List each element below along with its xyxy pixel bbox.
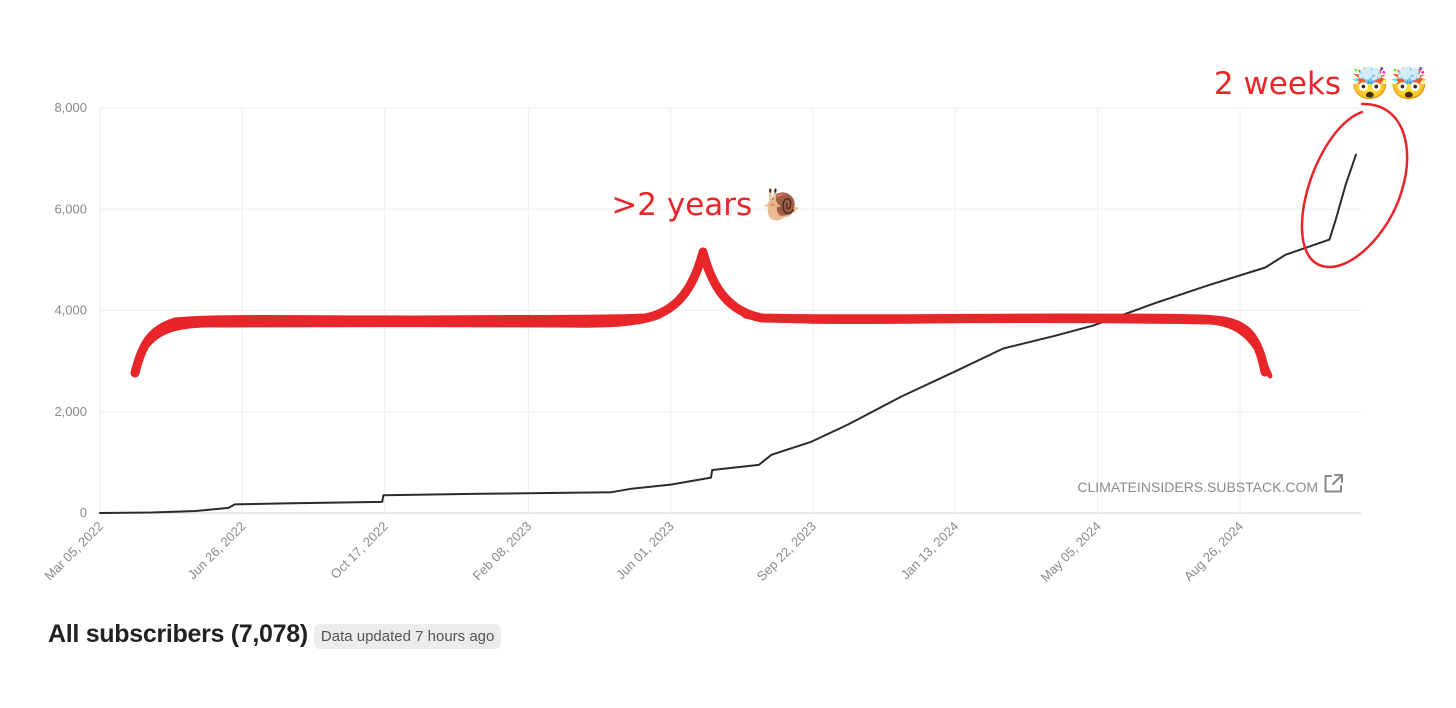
chart-footer: All subscribers (7,078) Data updated 7 h… — [48, 620, 502, 649]
x-tick-label: Mar 05, 2022 — [41, 519, 106, 584]
x-tick-label: Oct 17, 2022 — [328, 519, 391, 582]
x-tick-label: Jan 13, 2024 — [898, 519, 962, 583]
x-tick-label: Jun 01, 2023 — [613, 519, 677, 583]
data-updated-badge: Data updated 7 hours ago — [313, 623, 502, 649]
subscriber-line — [99, 153, 1357, 514]
watermark-text[interactable]: CLIMATEINSIDERS.SUBSTACK.COM — [1077, 479, 1318, 495]
series-layer — [99, 153, 1357, 514]
x-tick-label: Feb 08, 2023 — [470, 519, 535, 584]
y-tick-label: 2,000 — [54, 404, 87, 419]
y-tick-label: 4,000 — [54, 303, 87, 318]
x-tick-label: Aug 26, 2024 — [1181, 519, 1246, 584]
y-tick-label: 8,000 — [54, 100, 87, 115]
circle-annotation — [1300, 102, 1409, 269]
grid-lines — [99, 107, 1361, 514]
external-link-icon[interactable] — [1324, 474, 1343, 493]
annotation-two-years: >2 years 🐌 — [611, 187, 800, 223]
x-axis: Mar 05, 2022 Jun 26, 2022 Oct 17, 2022 Feb … — [41, 519, 1246, 585]
x-tick-label: Sep 22, 2023 — [754, 519, 819, 584]
x-tick-label: Jun 26, 2022 — [185, 519, 249, 583]
x-tick-label: May 05, 2024 — [1038, 519, 1104, 585]
y-axis: 0 2,000 4,000 6,000 8,000 — [54, 100, 87, 520]
y-tick-label: 0 — [80, 505, 87, 520]
brace-texture — [145, 313, 1273, 379]
annotation-two-weeks: 2 weeks 🤯🤯 — [1214, 65, 1428, 102]
brace-stroke — [130, 247, 1270, 378]
watermark[interactable]: CLIMATEINSIDERS.SUBSTACK.COM — [1077, 474, 1343, 495]
footer-title: All subscribers (7,078) — [48, 620, 308, 648]
brace-annotation — [130, 247, 1273, 379]
y-tick-label: 6,000 — [54, 201, 87, 216]
